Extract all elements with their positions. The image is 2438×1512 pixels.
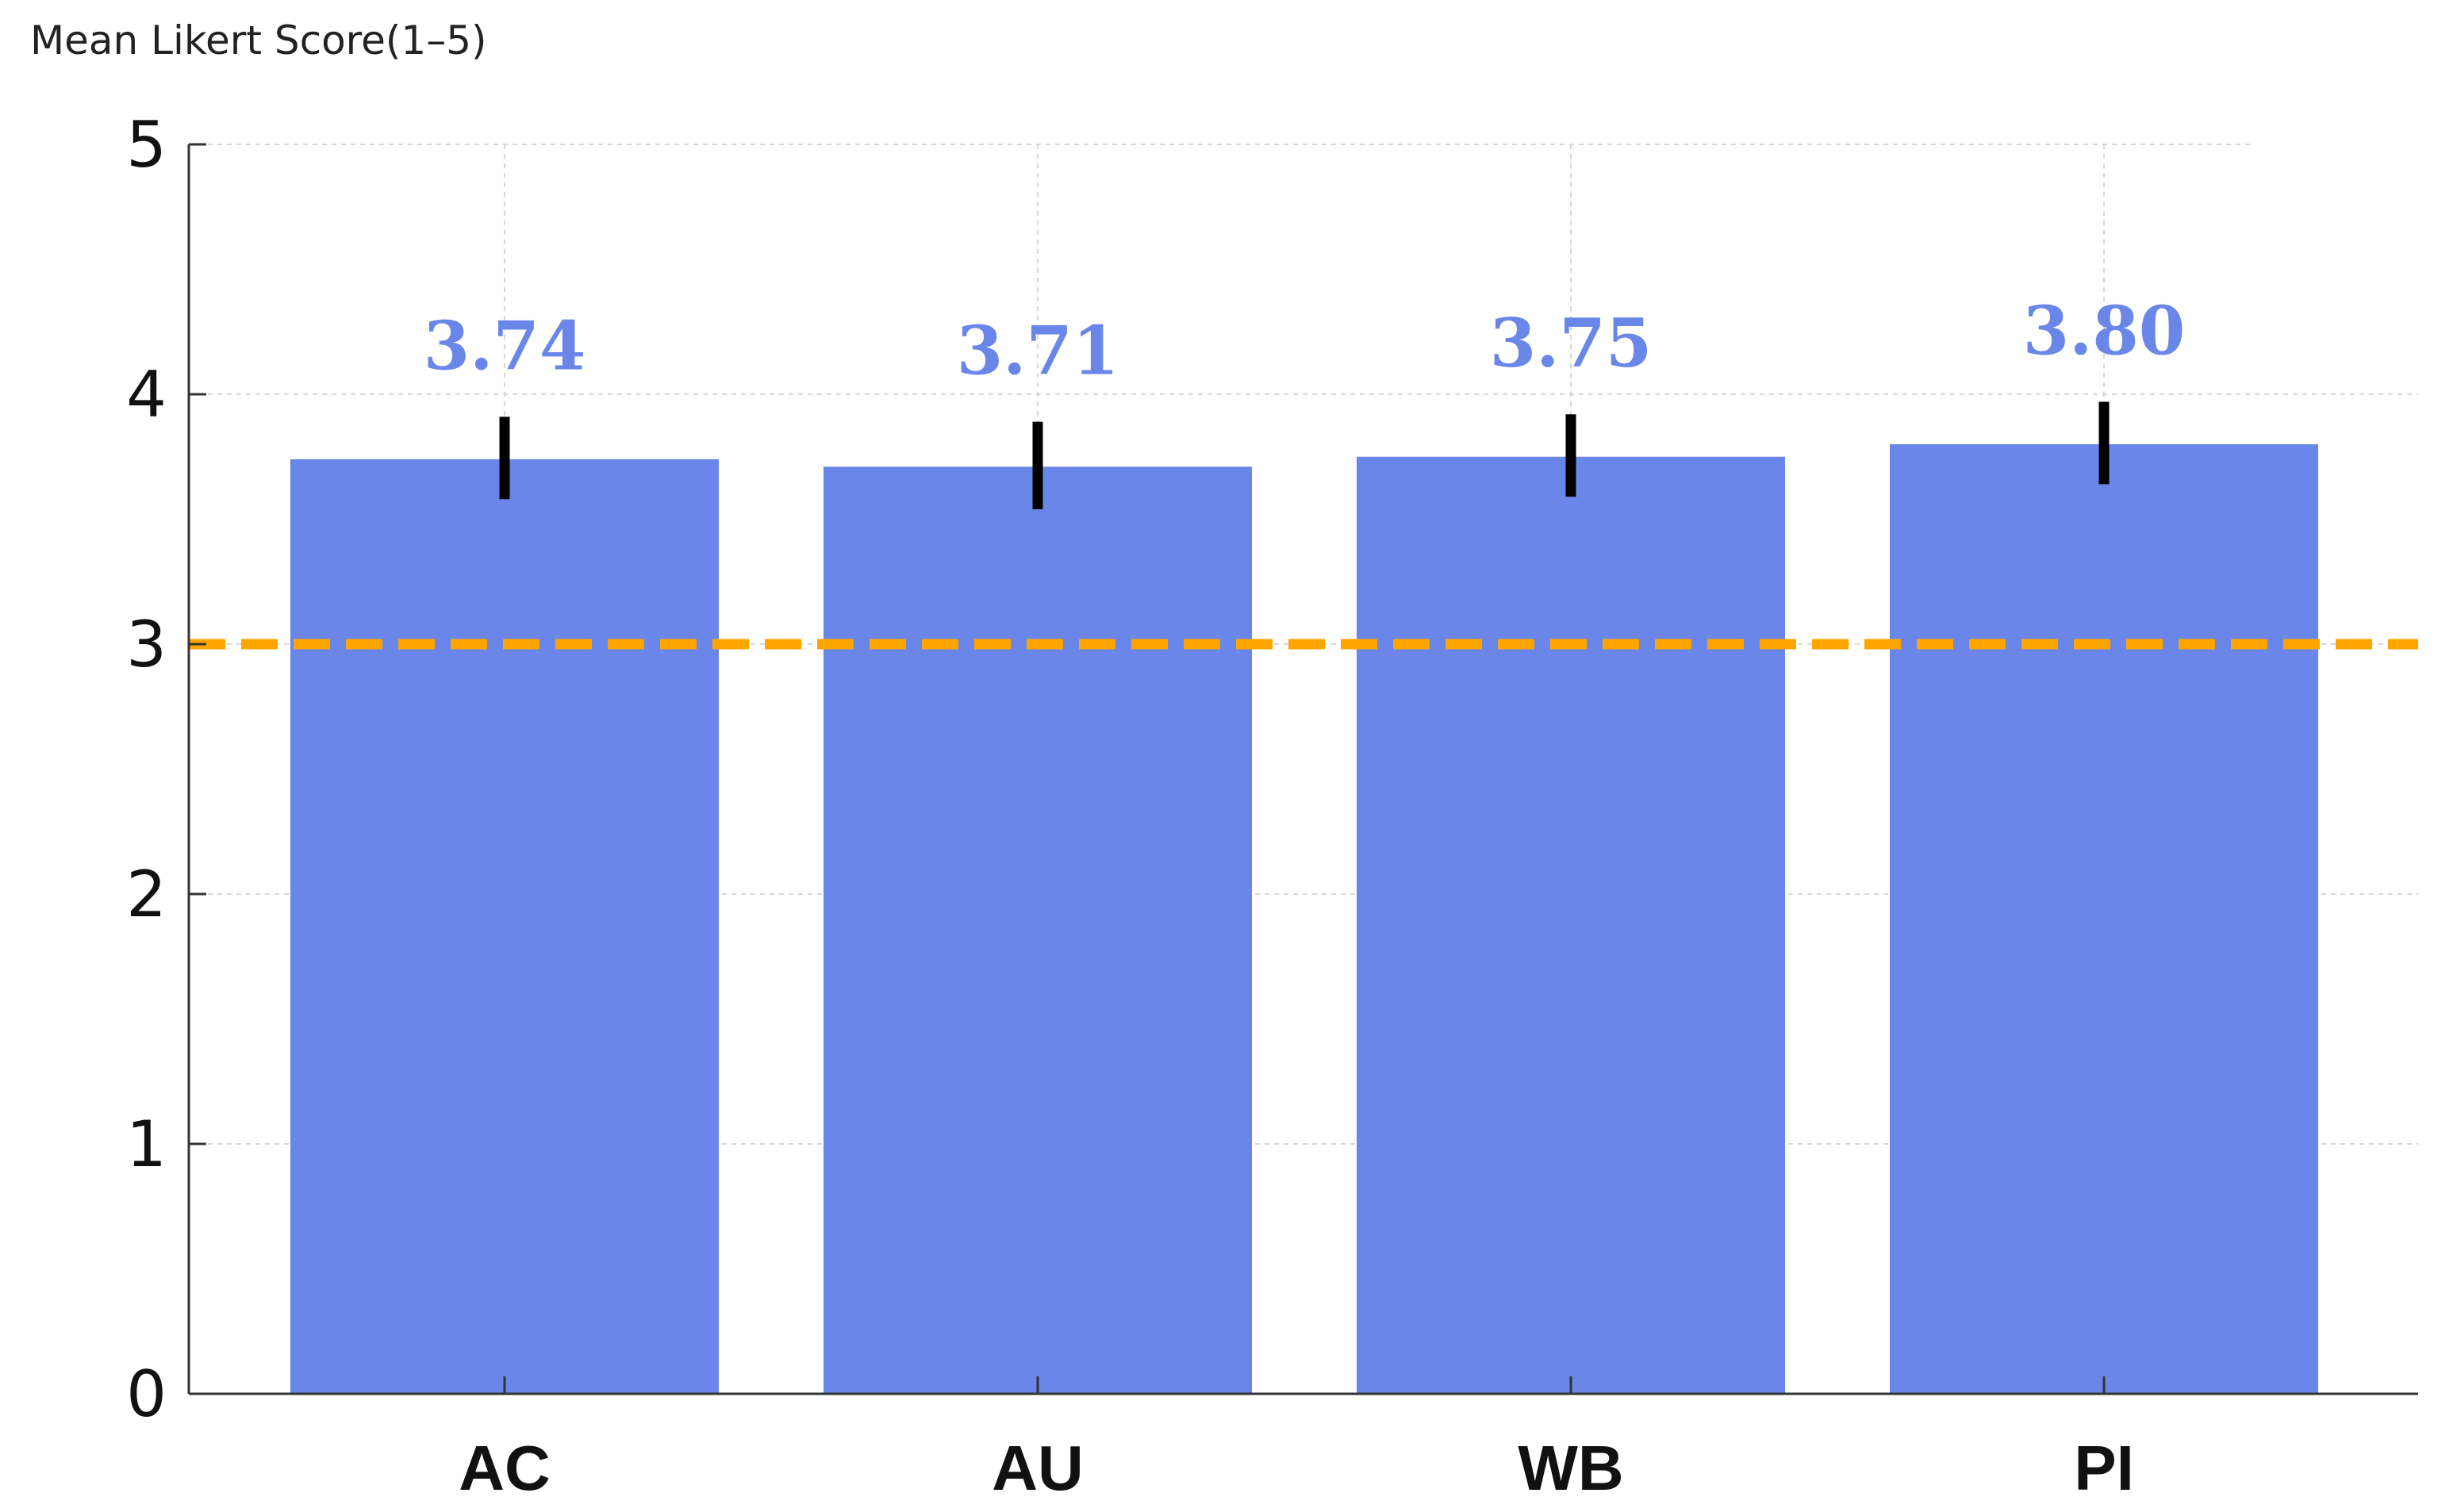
x-tick-label: PI <box>2074 1433 2134 1503</box>
bars <box>290 444 2318 1394</box>
y-tick-label: 0 <box>126 1357 167 1431</box>
value-label: 3.75 <box>1490 304 1653 382</box>
y-tick-label: 5 <box>126 108 167 182</box>
y-tick-label: 4 <box>126 358 167 432</box>
value-labels: 3.74 3.71 3.75 3.80 <box>424 291 2186 390</box>
bar <box>290 459 719 1394</box>
y-axis-label: Mean Likert Score(1–5) <box>30 17 487 63</box>
bar <box>1890 444 2318 1394</box>
value-label: 3.74 <box>424 306 586 385</box>
bar <box>1357 456 1785 1394</box>
x-tick-label: AU <box>992 1433 1084 1503</box>
y-tick-label: 3 <box>126 608 167 681</box>
bar <box>824 466 1252 1394</box>
value-label: 3.71 <box>957 312 1119 390</box>
y-tick-label: 2 <box>126 858 167 931</box>
x-tick-label: AC <box>459 1433 551 1503</box>
value-label: 3.80 <box>2023 291 2186 370</box>
x-tick-label: WB <box>1518 1433 1623 1503</box>
error-bars <box>499 401 2110 509</box>
axes: 0 1 2 3 4 5 AC AU WB PI <box>126 108 2418 1503</box>
y-tick-label: 1 <box>126 1107 167 1181</box>
